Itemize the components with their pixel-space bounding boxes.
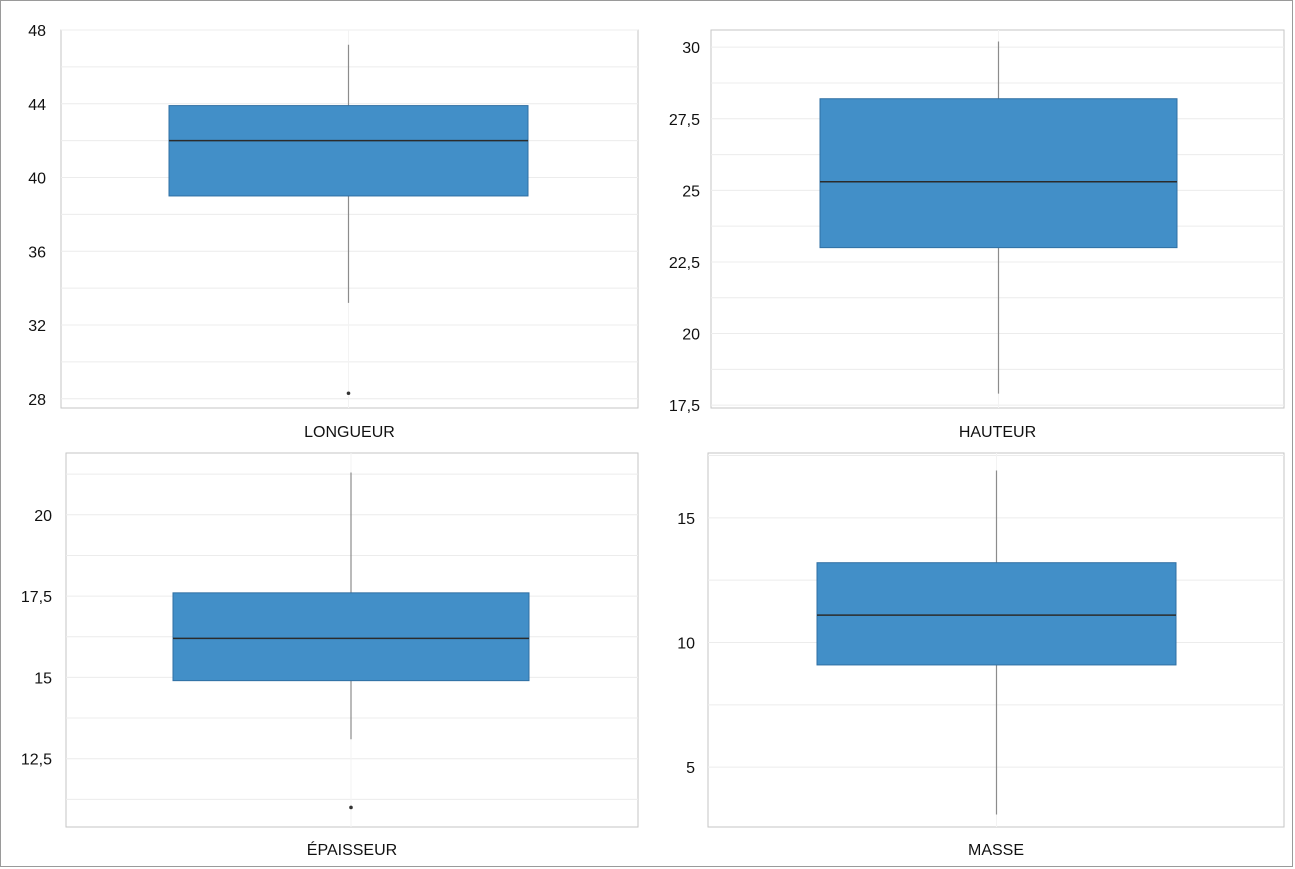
y-tick-label: 15: [677, 511, 695, 528]
y-tick-label: 28: [28, 392, 46, 409]
y-tick-label: 25: [682, 183, 700, 200]
y-tick-label: 48: [28, 23, 46, 40]
y-tick-label: 44: [28, 97, 46, 114]
y-tick-label: 20: [34, 508, 52, 525]
y-tick-label: 30: [682, 40, 700, 57]
y-tick-label: 17,5: [669, 398, 700, 415]
outlier-point: [349, 805, 353, 810]
y-tick-label: 17,5: [21, 589, 52, 606]
box-iqr: [819, 98, 1178, 249]
x-axis-label: HAUTEUR: [959, 424, 1036, 441]
box-iqr: [168, 105, 529, 197]
outlier-point: [346, 391, 351, 396]
y-tick-label: 20: [682, 327, 700, 344]
y-tick-label: 36: [28, 244, 46, 261]
x-axis-label: ÉPAISSEUR: [307, 840, 397, 859]
y-tick-label: 10: [677, 635, 695, 652]
boxplot-hauteur: 17,5 20 22,5 25 27,5 30 HAUTEUR: [669, 29, 1285, 441]
boxplot-epaisseur: 12,5 15 17,5 20 ÉPAISSEUR: [21, 452, 639, 859]
x-axis-label: LONGUEUR: [304, 424, 395, 441]
boxplot-longueur: 28 32 36 40 44 48 LONGUEUR: [28, 23, 639, 441]
y-tick-label: 22,5: [669, 255, 700, 272]
box-iqr: [172, 592, 530, 682]
plot-area: [60, 29, 639, 409]
y-tick-label: 32: [28, 318, 46, 335]
y-tick-label: 27,5: [669, 112, 700, 129]
y-tick-label: 12,5: [21, 752, 52, 769]
y-tick-label: 15: [34, 670, 52, 687]
y-tick-label: 5: [686, 760, 695, 777]
box-iqr: [816, 562, 1177, 666]
y-tick-label: 40: [28, 171, 46, 188]
x-axis-label: MASSE: [968, 842, 1024, 859]
boxplot-masse: 5 10 15 MASSE: [677, 452, 1285, 859]
